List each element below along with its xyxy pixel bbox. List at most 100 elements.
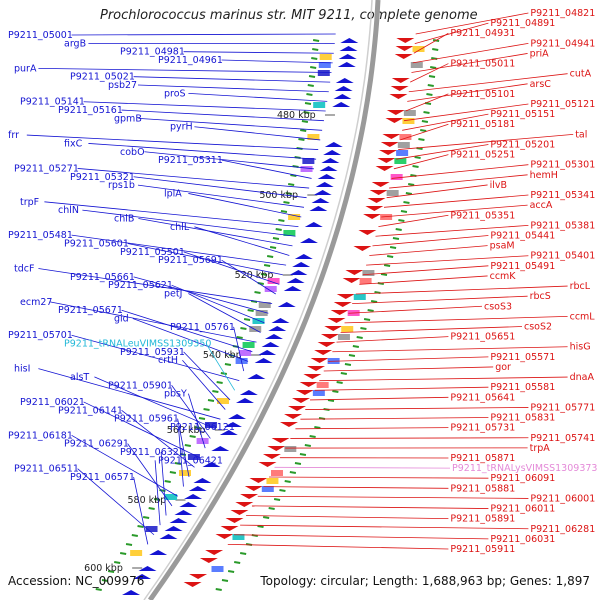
forward-gene-arrow	[339, 46, 358, 51]
forward-gene-label: psb27	[108, 80, 137, 91]
scale-tick-label: 560 kbp	[167, 425, 206, 436]
forward-gene-label: P9211_05271	[14, 163, 79, 174]
forward-gene-label: chlN	[58, 205, 79, 216]
gc-skew-mark	[414, 156, 421, 159]
cog-category-block	[402, 118, 415, 124]
forward-gene-arrow	[317, 174, 336, 179]
forward-gene-label: P9211_05621	[108, 280, 173, 291]
reverse-leader-line	[381, 204, 528, 218]
reverse-gene-arrow	[230, 510, 249, 515]
cog-category-block	[341, 326, 354, 332]
reverse-gene-label: P9211_05731	[450, 423, 515, 434]
forward-gene-label: P9211_06291	[64, 439, 129, 450]
gc-skew-mark	[125, 543, 133, 546]
forward-gene-arrow	[258, 350, 277, 355]
gc-skew-mark	[215, 588, 222, 591]
reverse-gene-arrow	[385, 118, 404, 123]
forward-gene-arrow	[313, 190, 332, 195]
gc-skew-mark	[119, 552, 127, 555]
forward-gene-label: P9211_05481	[8, 230, 73, 241]
forward-leader-line	[171, 284, 265, 324]
forward-gene-label: cobO	[120, 147, 145, 158]
forward-gene-arrow	[188, 486, 207, 491]
cog-category-block	[359, 278, 372, 284]
reverse-gene-label: P9211_04941	[530, 38, 595, 49]
reverse-leader-line	[328, 356, 489, 362]
gc-skew-mark	[363, 318, 371, 321]
cog-category-block	[242, 342, 255, 348]
gc-skew-mark	[400, 210, 408, 213]
reverse-leader-line	[372, 235, 489, 247]
reverse-leader-line	[414, 22, 489, 45]
gc-skew-mark	[392, 237, 400, 240]
reverse-gene-label: P9211_05341	[530, 190, 595, 201]
reverse-gene-arrow	[189, 574, 208, 579]
forward-gene-arrow	[174, 510, 193, 515]
cog-category-block	[353, 294, 366, 300]
gc-skew-mark	[307, 84, 314, 87]
gc-skew-mark	[405, 192, 413, 195]
gc-skew-mark	[420, 129, 427, 132]
forward-gene-label: P9211_05701	[8, 330, 73, 341]
gc-skew-mark	[101, 579, 109, 582]
reverse-leader-line	[408, 73, 568, 93]
cog-category-block	[288, 214, 301, 220]
reverse-leader-line	[336, 336, 449, 343]
reverse-gene-arrow	[375, 166, 394, 171]
gc-skew-mark	[386, 255, 394, 258]
reverse-gene-label: priA	[530, 48, 550, 59]
reverse-gene-label: gor	[495, 362, 511, 373]
forward-gene-label: chlL	[170, 222, 190, 233]
forward-gene-arrow	[261, 342, 280, 347]
gc-skew-mark	[153, 498, 161, 501]
reverse-leader-line	[375, 224, 529, 237]
gc-skew-mark	[389, 246, 397, 249]
reverse-gene-label: ccmL	[570, 311, 596, 322]
reverse-gene-label: csoS2	[524, 322, 552, 333]
cog-category-block	[337, 334, 350, 340]
gc-skew-mark	[95, 588, 102, 591]
forward-leader-line	[82, 209, 296, 237]
cog-category-block	[232, 534, 245, 540]
forward-gene-label: P9211_05311	[158, 155, 223, 166]
reverse-gene-label: P9211_05831	[490, 413, 555, 424]
forward-gene-label: ecm27	[20, 297, 52, 308]
gc-skew-mark	[114, 561, 121, 564]
gc-skew-mark	[184, 444, 192, 447]
reverse-gene-arrow	[244, 486, 263, 491]
gc-skew-mark	[236, 336, 243, 339]
reverse-gene-label: P9211_05581	[490, 382, 555, 393]
forward-leader-line	[121, 409, 195, 468]
forward-gene-label: purA	[14, 63, 37, 74]
reverse-leader-line	[413, 32, 449, 54]
reverse-leader-line	[332, 346, 568, 353]
forward-gene-label: P9211_05601	[64, 238, 129, 249]
cog-category-block	[283, 230, 296, 236]
reverse-gene-label: P9211_06031	[490, 534, 555, 545]
reverse-gene-label: P9211_05151	[490, 109, 555, 120]
reverse-gene-arrow	[235, 502, 254, 507]
reverse-gene-arrow	[320, 334, 339, 339]
gc-skew-mark	[289, 471, 297, 474]
forward-leader-line	[144, 151, 314, 170]
cog-category-block	[386, 190, 399, 196]
forward-gene-arrow	[335, 78, 354, 83]
reverse-gene-label: accA	[530, 200, 553, 211]
gc-skew-mark	[280, 210, 288, 213]
forward-gene-arrow	[294, 254, 313, 259]
gc-skew-mark	[304, 444, 312, 447]
forward-leader-line	[188, 193, 302, 218]
forward-gene-arrow	[138, 566, 157, 571]
reverse-leader-line	[412, 42, 529, 64]
reverse-gene-arrow	[369, 190, 388, 195]
forward-gene-label: P9211_05661	[70, 272, 135, 283]
cog-category-block	[145, 526, 158, 532]
reverse-leader-line	[246, 515, 449, 520]
reverse-leader-line	[403, 103, 529, 122]
forward-leader-line	[178, 426, 184, 487]
reverse-leader-line	[319, 376, 568, 382]
cog-category-block	[267, 278, 280, 284]
cog-category-block	[312, 390, 325, 396]
forward-leader-line	[154, 460, 161, 526]
